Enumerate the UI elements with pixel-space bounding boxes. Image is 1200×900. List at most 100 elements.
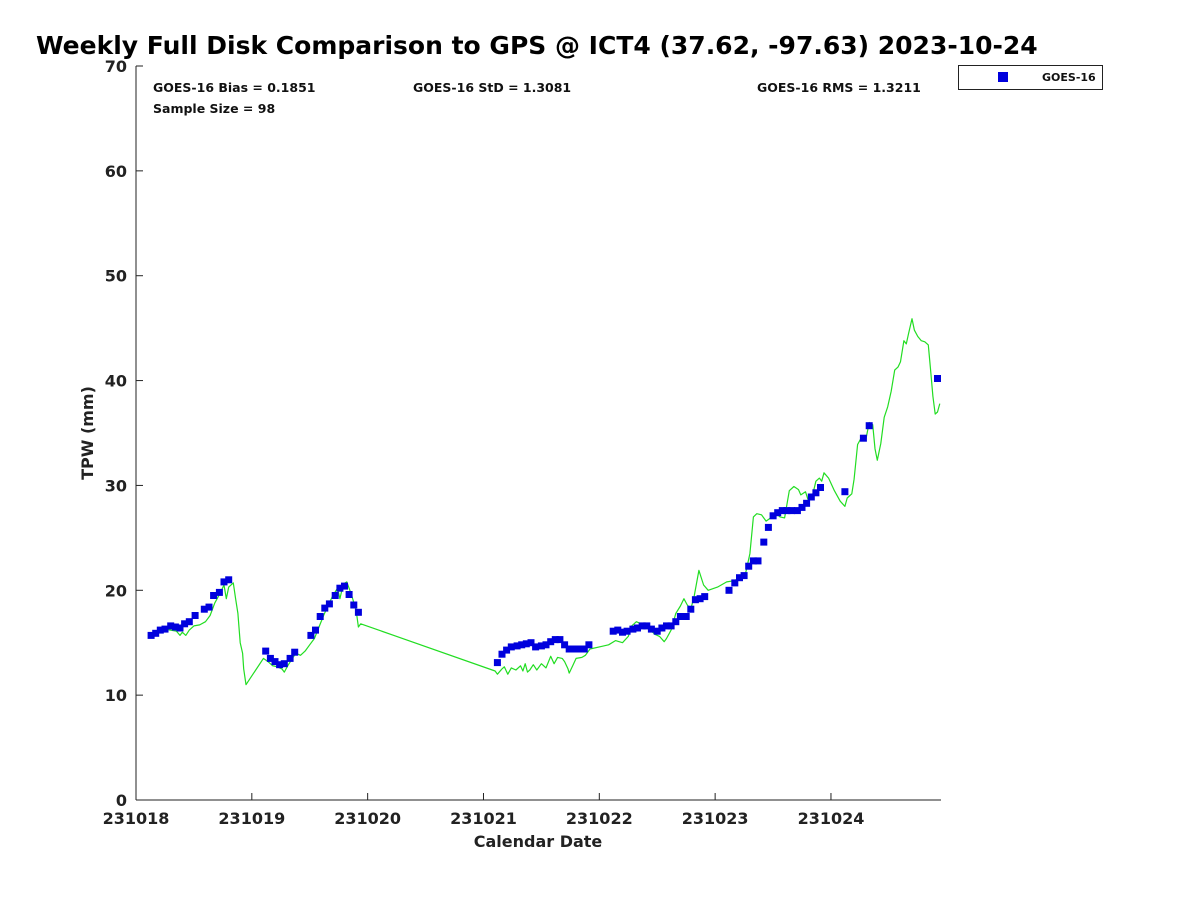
goes-16-data-point bbox=[619, 628, 626, 636]
goes-16-data-point bbox=[701, 593, 709, 601]
goes-16-data-point bbox=[498, 650, 506, 658]
x-tick-label: 231024 bbox=[798, 809, 865, 828]
goes-16-data-point bbox=[740, 572, 748, 580]
goes-16-data-point bbox=[570, 645, 578, 653]
goes-16-data-point bbox=[807, 493, 815, 501]
goes-16-data-point bbox=[493, 659, 501, 667]
x-axis-label: Calendar Date bbox=[474, 832, 603, 851]
goes-16-data-point bbox=[220, 578, 228, 586]
legend: GOES-16 bbox=[958, 65, 1103, 90]
goes-16-data-point bbox=[542, 641, 550, 649]
goes-16-data-point bbox=[634, 624, 641, 632]
goes-16-data-point bbox=[803, 499, 811, 507]
goes-16-data-point bbox=[556, 636, 564, 644]
goes-16-data-point bbox=[280, 660, 288, 668]
goes-16-data-point bbox=[286, 654, 294, 662]
goes-16-data-point bbox=[350, 601, 358, 609]
goes-16-data-point bbox=[663, 622, 670, 630]
y-tick-label: 50 bbox=[105, 267, 127, 286]
y-ticks: 0 10 20 30 40 50 60 70 bbox=[105, 57, 143, 810]
goes-marker-group bbox=[147, 375, 941, 669]
x-tick-label: 231020 bbox=[334, 809, 401, 828]
goes-16-data-point bbox=[676, 613, 684, 620]
stat-std: GOES-16 StD = 1.3081 bbox=[413, 80, 571, 95]
y-axis-label: TPW (mm) bbox=[78, 386, 97, 480]
goes-16-data-point bbox=[176, 624, 184, 632]
goes-16-data-point bbox=[687, 605, 695, 613]
goes-16-data-point bbox=[691, 596, 699, 604]
goes-16-data-point bbox=[745, 562, 753, 570]
stat-bias: GOES-16 Bias = 0.1851 bbox=[153, 80, 315, 95]
goes-16-data-point bbox=[276, 661, 284, 669]
goes-16-data-point bbox=[623, 627, 631, 635]
goes-16-data-point bbox=[507, 643, 515, 651]
goes-16-data-point bbox=[725, 586, 733, 594]
goes-16-data-point bbox=[754, 557, 762, 565]
goes-16-data-point bbox=[532, 643, 540, 651]
goes-16-data-point bbox=[210, 592, 218, 599]
goes-16-data-point bbox=[215, 588, 223, 596]
goes-16-data-point bbox=[161, 625, 169, 633]
x-tick-label: 231018 bbox=[103, 809, 170, 828]
goes-16-data-point bbox=[185, 618, 193, 626]
goes-16-data-point bbox=[778, 507, 786, 515]
y-tick-label: 30 bbox=[105, 476, 127, 495]
goes-16-data-point bbox=[764, 523, 772, 531]
goes-16-data-point bbox=[629, 625, 637, 633]
y-tick-label: 0 bbox=[116, 791, 127, 810]
goes-16-data-point bbox=[262, 647, 270, 655]
goes-16-data-point bbox=[788, 507, 796, 515]
goes-16-data-point bbox=[774, 509, 782, 517]
y-tick-label: 10 bbox=[105, 686, 127, 705]
goes-16-data-point bbox=[291, 648, 299, 656]
goes-16-data-point bbox=[647, 625, 655, 633]
goes-16-data-point bbox=[585, 641, 593, 649]
goes-16-data-point bbox=[865, 422, 873, 430]
goes-16-data-point bbox=[696, 595, 704, 603]
goes-16-data-point bbox=[736, 574, 743, 582]
goes-16-data-point bbox=[667, 622, 675, 630]
goes-16-data-point bbox=[522, 640, 530, 648]
goes-16-data-point bbox=[643, 622, 651, 630]
goes-16-data-point bbox=[561, 641, 569, 649]
goes-16-data-point bbox=[638, 622, 646, 630]
legend-marker-goes-16 bbox=[998, 72, 1008, 82]
goes-16-data-point bbox=[266, 654, 274, 662]
goes-16-data-point bbox=[551, 636, 559, 644]
goes-16-data-point bbox=[513, 642, 521, 650]
goes-16-data-point bbox=[934, 375, 941, 382]
stat-rms: GOES-16 RMS = 1.3211 bbox=[757, 80, 921, 95]
goes-16-data-point bbox=[527, 639, 535, 647]
y-tick-label: 40 bbox=[105, 372, 127, 391]
goes-16-data-point bbox=[817, 484, 824, 491]
goes-16-data-point bbox=[503, 646, 511, 654]
goes-16-data-point bbox=[156, 626, 164, 634]
legend-box bbox=[958, 65, 1103, 90]
goes-16-data-point bbox=[191, 612, 199, 619]
goes-16-data-point bbox=[200, 605, 208, 613]
goes-16-data-point bbox=[812, 489, 820, 497]
y-tick-label: 60 bbox=[105, 162, 127, 181]
x-tick-label: 231021 bbox=[450, 809, 517, 828]
goes-16-data-point bbox=[798, 503, 806, 511]
goes-16-data-point bbox=[793, 507, 801, 515]
goes-16-data-point bbox=[658, 624, 666, 632]
goes-16-data-point bbox=[312, 626, 319, 634]
goes-16-data-point bbox=[653, 627, 661, 635]
goes-16-data-point bbox=[325, 600, 333, 608]
x-tick-label: 231022 bbox=[566, 809, 633, 828]
goes-16-data-point bbox=[565, 645, 573, 653]
goes-16-data-point bbox=[547, 638, 555, 646]
goes-16-data-point bbox=[841, 488, 849, 496]
x-ticks: 231018 231019 231020 231021 231022 231023 2310… bbox=[103, 793, 865, 828]
goes-16-data-point bbox=[859, 434, 867, 442]
goes-16-data-point bbox=[537, 642, 545, 650]
y-tick-label: 20 bbox=[105, 581, 127, 600]
goes-16-data-point bbox=[341, 582, 348, 590]
goes-16-data-point bbox=[609, 627, 617, 635]
goes-16-data-point bbox=[731, 579, 739, 587]
goes-16-data-point bbox=[316, 613, 324, 620]
goes-16-data-point bbox=[307, 631, 315, 639]
goes-16-data-point bbox=[354, 608, 362, 616]
